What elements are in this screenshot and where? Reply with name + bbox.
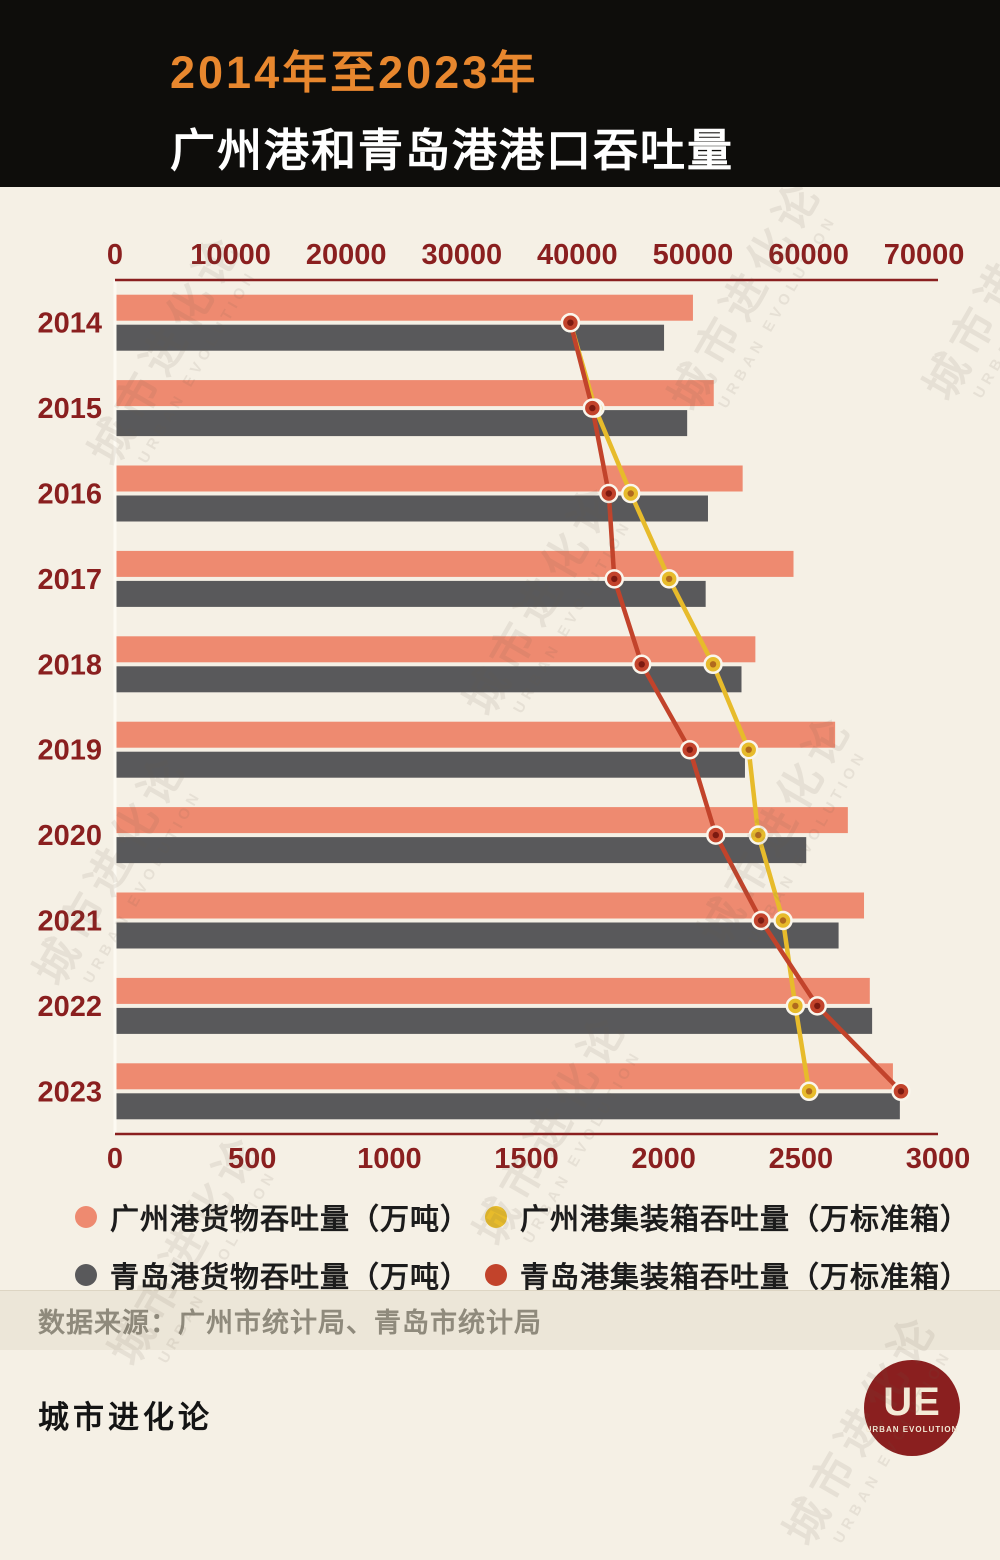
bar-qingdao-cargo-2014 (116, 324, 665, 351)
bar-guangzhou-cargo-2015 (116, 380, 714, 407)
marker-center-qingdao-containers-2015 (589, 404, 596, 412)
legend-item-guangzhou-cargo: 广州港货物吞吐量（万吨） (75, 1196, 485, 1238)
marker-center-guangzhou-containers-2022 (792, 1002, 799, 1010)
legend-label-qingdao-cargo: 青岛港货物吞吐量（万吨） (110, 1262, 471, 1294)
marker-center-guangzhou-containers-2016 (627, 490, 634, 497)
bar-qingdao-cargo-2020 (116, 837, 807, 864)
axis-tick-bottom-1000: 1000 (357, 1143, 422, 1175)
bar-qingdao-cargo-2019 (116, 751, 745, 778)
axis-tick-top-40000: 40000 (537, 239, 618, 271)
year-label-2015: 2015 (37, 393, 102, 425)
year-label-2018: 2018 (37, 649, 102, 681)
year-label-2017: 2017 (37, 564, 102, 596)
marker-center-guangzhou-containers-2019 (745, 746, 752, 753)
line-qingdao-containers (568, 320, 904, 1094)
marker-center-guangzhou-containers-2023 (805, 1088, 813, 1095)
legend: 广州港货物吞吐量（万吨） 广州港集装箱吞吐量（万标准箱） 青岛港货物吞吐量（万吨） 青… (75, 1196, 975, 1296)
marker-center-qingdao-containers-2019 (686, 746, 693, 753)
legend-dot-guangzhou-cargo (75, 1206, 97, 1228)
bar-guangzhou-cargo-2016 (116, 465, 743, 492)
axis-tick-bottom-1500: 1500 (494, 1143, 559, 1175)
bar-qingdao-cargo-2021 (116, 922, 839, 949)
marker-center-qingdao-containers-2023 (897, 1088, 905, 1095)
year-label-2021: 2021 (37, 906, 102, 938)
axis-tick-top-50000: 50000 (653, 239, 734, 271)
marker-center-qingdao-containers-2014 (567, 319, 574, 326)
axis-tick-bottom-500: 500 (228, 1143, 276, 1175)
legend-item-qingdao-containers: 青岛港集装箱吞吐量（万标准箱） (485, 1254, 975, 1296)
bar-guangzhou-cargo-2023 (116, 1063, 893, 1090)
axis-tick-top-20000: 20000 (306, 239, 387, 271)
bar-qingdao-cargo-2022 (116, 1007, 873, 1034)
logo-monogram: UE (883, 1380, 941, 1424)
axis-tick-bottom-0: 0 (107, 1143, 123, 1175)
axis-tick-top-10000: 10000 (190, 239, 271, 271)
legend-item-guangzhou-containers: 广州港集装箱吞吐量（万标准箱） (485, 1196, 975, 1238)
axis-tick-bottom-3000: 3000 (906, 1143, 971, 1175)
marker-center-qingdao-containers-2018 (638, 661, 645, 668)
marker-center-qingdao-containers-2022 (814, 1002, 821, 1010)
legend-dot-guangzhou-containers (485, 1206, 507, 1228)
year-label-2014: 2014 (37, 308, 102, 340)
bar-qingdao-cargo-2023 (116, 1093, 900, 1120)
logo-subtext: URBAN EVOLUTION (865, 1425, 959, 1434)
marker-center-guangzhou-containers-2017 (665, 575, 673, 583)
chart-svg: 0 10000 20000 30000 40000 50000 60000 70000 0 500… (37, 239, 971, 1175)
marker-center-qingdao-containers-2016 (605, 490, 612, 497)
brand-logo: UE URBAN EVOLUTION (864, 1360, 960, 1456)
marker-center-qingdao-containers-2021 (757, 917, 765, 924)
source-text: 数据来源：广州市统计局、青岛市统计局 (38, 1308, 542, 1338)
axis-tick-top-30000: 30000 (421, 239, 502, 271)
legend-dot-qingdao-cargo (75, 1264, 97, 1286)
year-label-2016: 2016 (37, 479, 102, 511)
marker-center-qingdao-containers-2020 (712, 831, 719, 839)
marker-center-guangzhou-containers-2021 (779, 917, 787, 924)
legend-label-guangzhou-cargo: 广州港货物吞吐量（万吨） (110, 1204, 471, 1236)
bar-guangzhou-cargo-2017 (116, 550, 794, 577)
year-label-2022: 2022 (37, 991, 102, 1023)
marker-center-qingdao-containers-2017 (611, 575, 618, 583)
axis-tick-top-60000: 60000 (768, 239, 849, 271)
year-label-2020: 2020 (37, 820, 102, 852)
legend-dot-qingdao-containers (485, 1264, 507, 1286)
page-title: 广州港和青岛港港口吞吐量 (170, 125, 735, 176)
axis-tick-bottom-2500: 2500 (769, 1143, 834, 1175)
title-year-range: 2014年至2023年 (170, 47, 539, 98)
header: 2014年至2023年 广州港和青岛港港口吞吐量 (0, 0, 1000, 187)
line-guangzhou-containers (568, 320, 812, 1094)
legend-label-qingdao-containers: 青岛港集装箱吞吐量（万标准箱） (520, 1262, 971, 1294)
legend-label-guangzhou-containers: 广州港集装箱吞吐量（万标准箱） (520, 1204, 971, 1236)
axis-tick-bottom-2000: 2000 (631, 1143, 696, 1175)
year-label-2023: 2023 (37, 1076, 102, 1108)
marker-center-guangzhou-containers-2020 (755, 831, 762, 839)
legend-item-qingdao-cargo: 青岛港货物吞吐量（万吨） (75, 1254, 485, 1296)
marker-center-guangzhou-containers-2018 (709, 661, 717, 668)
bar-guangzhou-cargo-2021 (116, 892, 865, 919)
bar-guangzhou-cargo-2014 (116, 294, 693, 321)
source-band: 数据来源：广州市统计局、青岛市统计局 (0, 1290, 1000, 1350)
year-label-2019: 2019 (37, 735, 102, 767)
bar-qingdao-cargo-2016 (116, 495, 708, 522)
bar-guangzhou-cargo-2022 (116, 977, 870, 1004)
bar-guangzhou-cargo-2020 (116, 807, 848, 834)
bar-guangzhou-cargo-2018 (116, 636, 756, 663)
axis-tick-top-0: 0 (107, 239, 123, 271)
axis-tick-top-70000: 70000 (884, 239, 965, 271)
brand-name: 城市进化论 (38, 1400, 213, 1435)
bar-guangzhou-cargo-2019 (116, 721, 836, 748)
